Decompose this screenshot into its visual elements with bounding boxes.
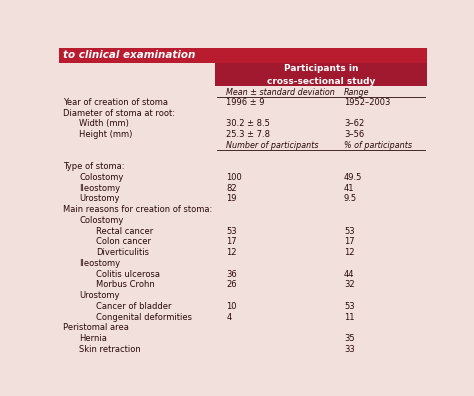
Text: Participants in
cross-sectional study: Participants in cross-sectional study bbox=[267, 64, 375, 86]
Text: 1996 ± 9: 1996 ± 9 bbox=[227, 98, 265, 107]
Text: 33: 33 bbox=[344, 345, 355, 354]
Text: Ileostomy: Ileostomy bbox=[80, 184, 120, 193]
Text: Rectal cancer: Rectal cancer bbox=[96, 227, 153, 236]
Text: 11: 11 bbox=[344, 312, 355, 322]
Text: 3–62: 3–62 bbox=[344, 119, 364, 128]
Text: Peristomal area: Peristomal area bbox=[63, 323, 129, 332]
Text: Congenital deformities: Congenital deformities bbox=[96, 312, 192, 322]
Text: Diameter of stoma at root:: Diameter of stoma at root: bbox=[63, 109, 175, 118]
Text: Colitis ulcerosa: Colitis ulcerosa bbox=[96, 270, 160, 278]
Text: Type of stoma:: Type of stoma: bbox=[63, 162, 124, 171]
Text: 30.2 ± 8.5: 30.2 ± 8.5 bbox=[227, 119, 270, 128]
Text: Urostomy: Urostomy bbox=[80, 194, 120, 204]
Text: Height (mm): Height (mm) bbox=[80, 130, 133, 139]
Text: 32: 32 bbox=[344, 280, 355, 289]
Text: 25.3 ± 7.8: 25.3 ± 7.8 bbox=[227, 130, 270, 139]
Text: Morbus Crohn: Morbus Crohn bbox=[96, 280, 155, 289]
Text: 19: 19 bbox=[227, 194, 237, 204]
Text: 53: 53 bbox=[227, 227, 237, 236]
Text: 49.5: 49.5 bbox=[344, 173, 362, 182]
Text: 26: 26 bbox=[227, 280, 237, 289]
FancyBboxPatch shape bbox=[59, 48, 427, 63]
Text: 9.5: 9.5 bbox=[344, 194, 357, 204]
Text: Range: Range bbox=[344, 88, 369, 97]
Text: 53: 53 bbox=[344, 227, 355, 236]
Text: 36: 36 bbox=[227, 270, 237, 278]
Text: 12: 12 bbox=[344, 248, 355, 257]
Text: Colostomy: Colostomy bbox=[80, 216, 124, 225]
Text: Cancer of bladder: Cancer of bladder bbox=[96, 302, 172, 311]
Text: Colostomy: Colostomy bbox=[80, 173, 124, 182]
Text: 41: 41 bbox=[344, 184, 355, 193]
Text: Urostomy: Urostomy bbox=[80, 291, 120, 300]
Text: Skin retraction: Skin retraction bbox=[80, 345, 141, 354]
Text: Mean ± standard deviation: Mean ± standard deviation bbox=[227, 88, 335, 97]
Text: 35: 35 bbox=[344, 334, 355, 343]
Text: 1952–2003: 1952–2003 bbox=[344, 98, 390, 107]
FancyBboxPatch shape bbox=[215, 63, 427, 86]
Text: Colon cancer: Colon cancer bbox=[96, 237, 151, 246]
Text: Year of creation of stoma: Year of creation of stoma bbox=[63, 98, 168, 107]
Text: 3–56: 3–56 bbox=[344, 130, 364, 139]
Text: Diverticulitis: Diverticulitis bbox=[96, 248, 149, 257]
Text: 100: 100 bbox=[227, 173, 242, 182]
Text: to clinical examination: to clinical examination bbox=[63, 50, 195, 61]
Text: 82: 82 bbox=[227, 184, 237, 193]
Text: Ileostomy: Ileostomy bbox=[80, 259, 120, 268]
Text: Main reasons for creation of stoma:: Main reasons for creation of stoma: bbox=[63, 205, 212, 214]
Text: 44: 44 bbox=[344, 270, 355, 278]
Text: Number of participants: Number of participants bbox=[227, 141, 319, 150]
Text: 12: 12 bbox=[227, 248, 237, 257]
Text: Hernia: Hernia bbox=[80, 334, 107, 343]
Text: 10: 10 bbox=[227, 302, 237, 311]
Text: % of participants: % of participants bbox=[344, 141, 412, 150]
Text: 4: 4 bbox=[227, 312, 232, 322]
Text: Width (mm): Width (mm) bbox=[80, 119, 129, 128]
Text: 17: 17 bbox=[227, 237, 237, 246]
Text: 17: 17 bbox=[344, 237, 355, 246]
Text: 53: 53 bbox=[344, 302, 355, 311]
